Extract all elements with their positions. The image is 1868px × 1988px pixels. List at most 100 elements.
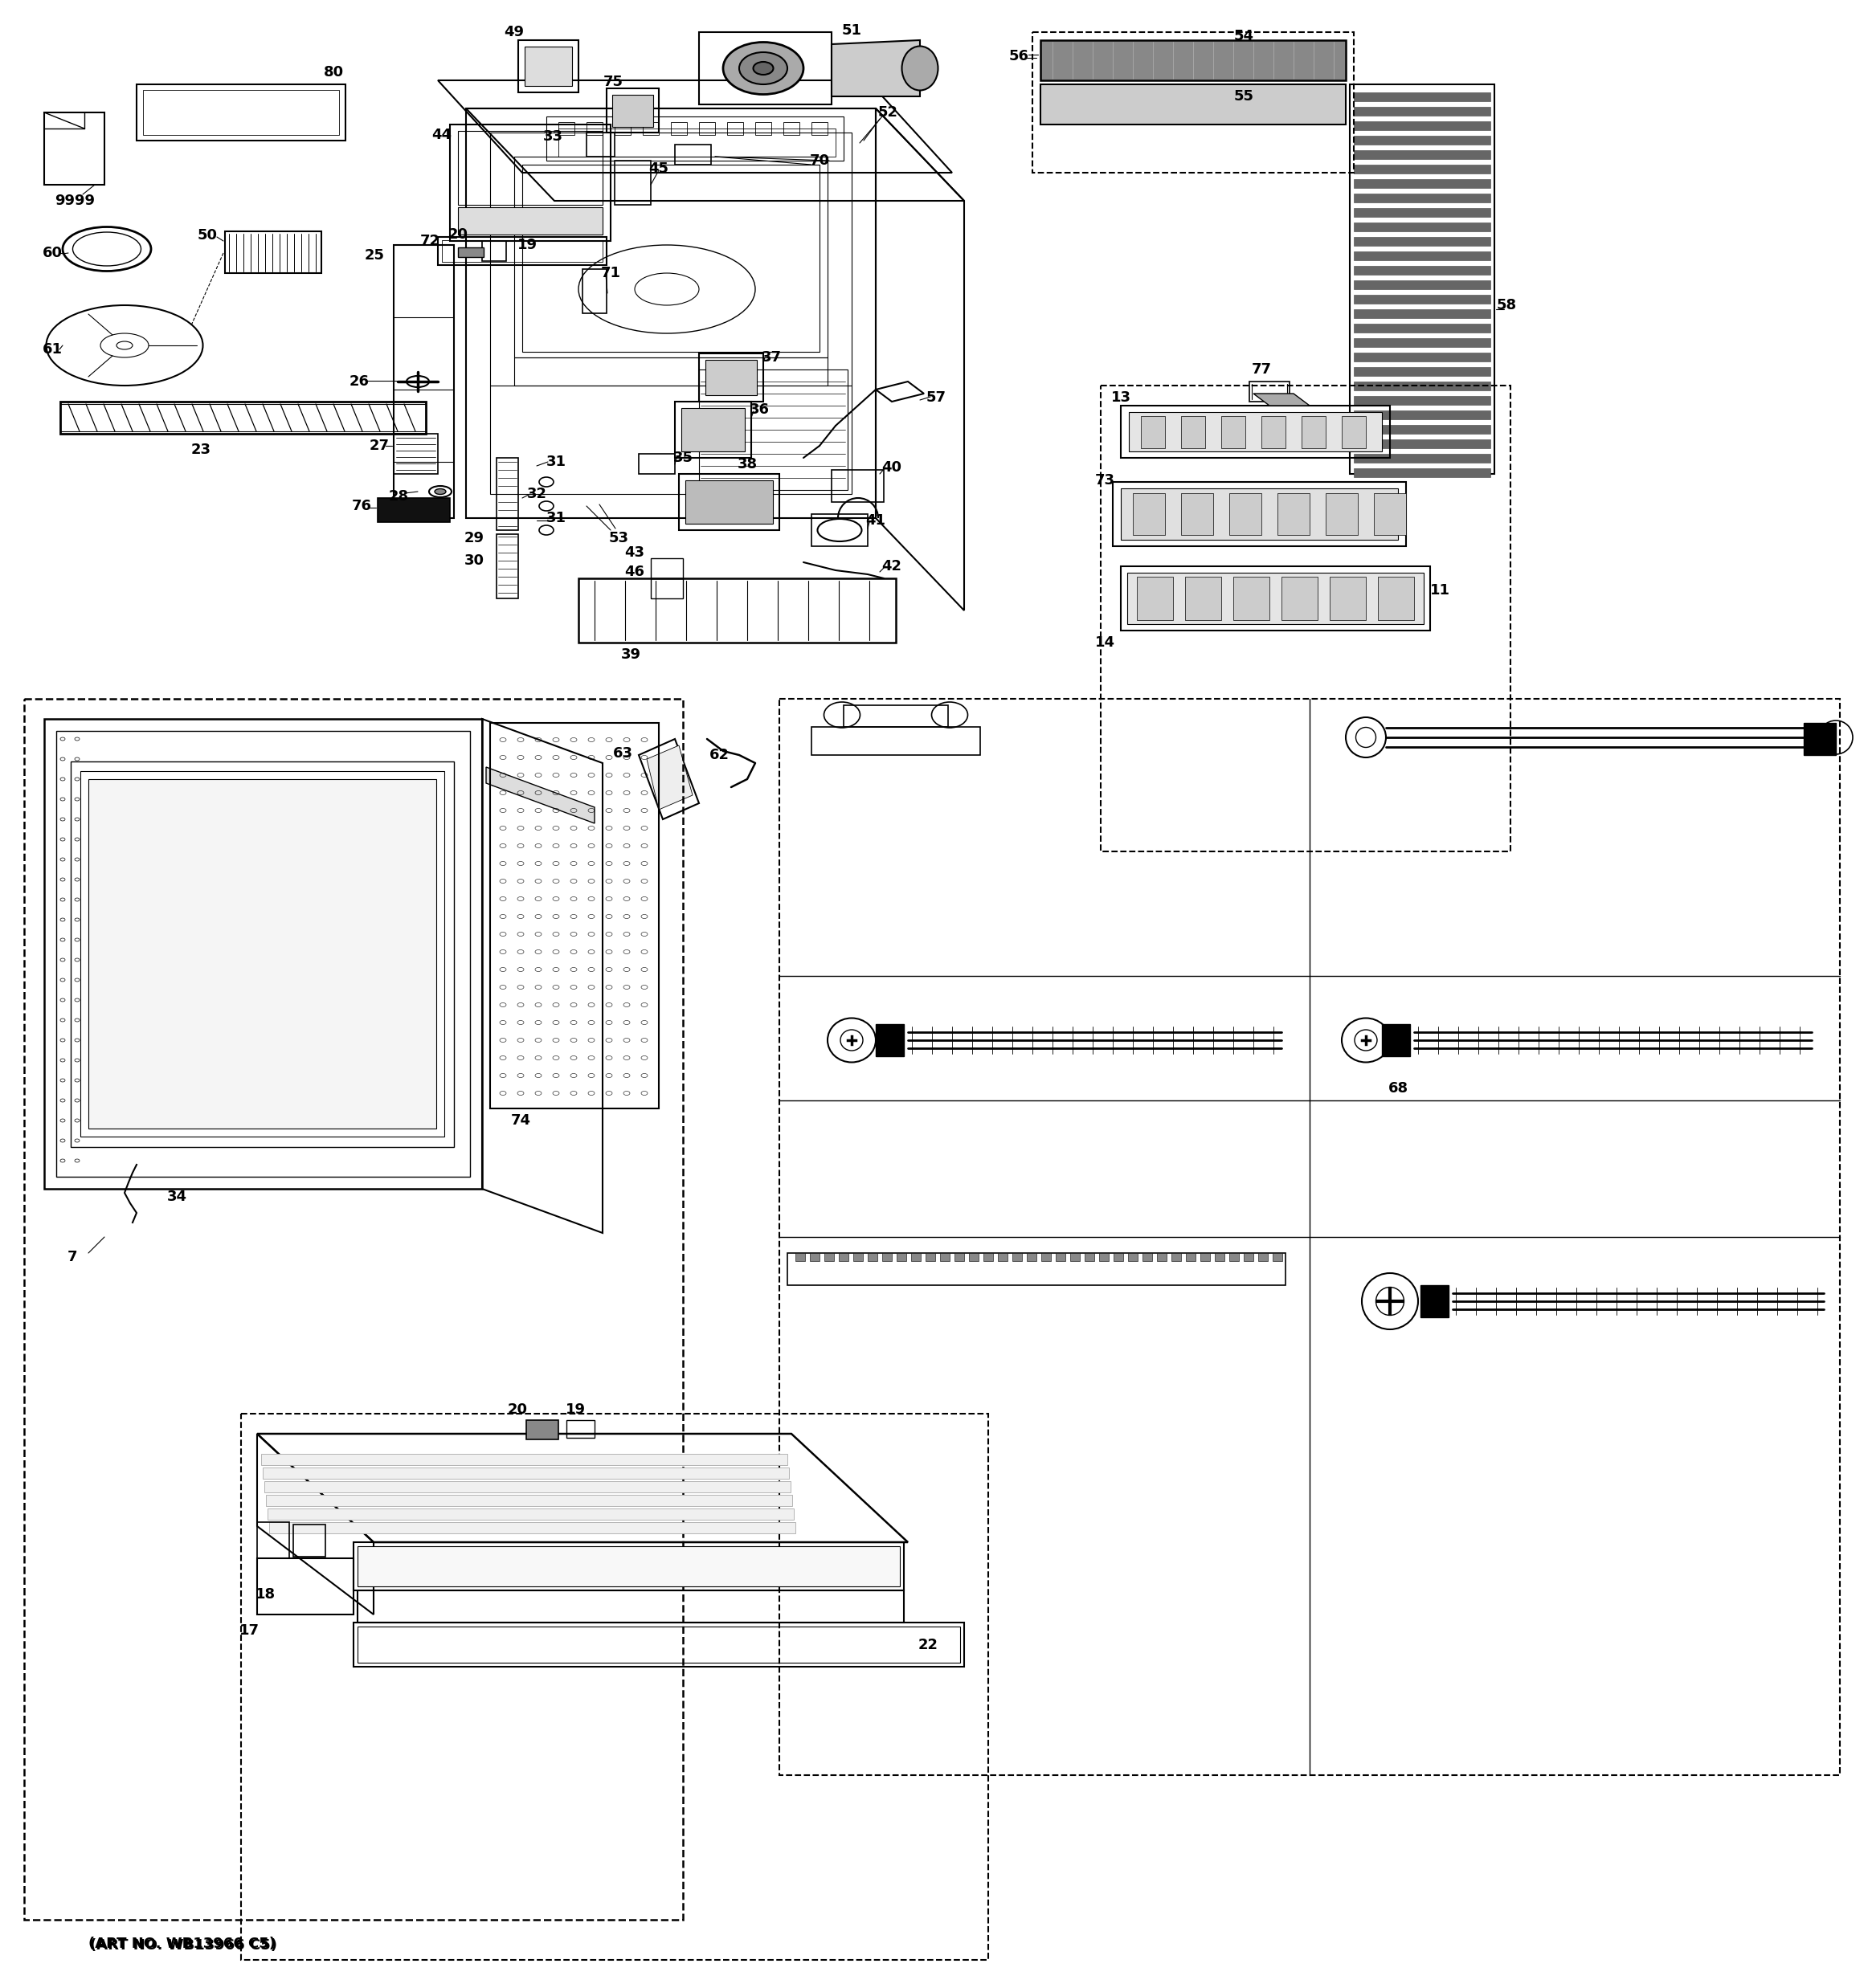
Polygon shape	[88, 779, 437, 1129]
Polygon shape	[265, 1481, 790, 1493]
Polygon shape	[1354, 250, 1491, 260]
Polygon shape	[1354, 338, 1491, 348]
Ellipse shape	[435, 489, 446, 495]
Polygon shape	[869, 1252, 878, 1260]
Text: 33: 33	[544, 129, 562, 143]
Polygon shape	[1128, 412, 1382, 451]
Polygon shape	[1354, 280, 1491, 288]
Text: 13: 13	[1111, 390, 1130, 406]
Polygon shape	[998, 1252, 1007, 1260]
Text: 36: 36	[749, 402, 770, 417]
Text: 77: 77	[1252, 362, 1272, 376]
Text: 34: 34	[166, 1189, 187, 1205]
Text: 51: 51	[842, 24, 861, 38]
Polygon shape	[1354, 121, 1491, 129]
Text: 50: 50	[198, 229, 217, 243]
Polygon shape	[983, 1252, 994, 1260]
Polygon shape	[1354, 223, 1491, 231]
Polygon shape	[831, 40, 919, 95]
Text: 80: 80	[323, 66, 344, 80]
Polygon shape	[1040, 83, 1345, 125]
Text: 46: 46	[624, 565, 644, 579]
Polygon shape	[1253, 394, 1309, 406]
Text: 42: 42	[882, 559, 902, 573]
Polygon shape	[796, 1252, 805, 1260]
Polygon shape	[1373, 493, 1407, 535]
Polygon shape	[1229, 1252, 1238, 1260]
Polygon shape	[1354, 107, 1491, 115]
Polygon shape	[1186, 1252, 1196, 1260]
Text: 31: 31	[545, 455, 566, 469]
Text: (ART NO. WB13966 C5): (ART NO. WB13966 C5)	[90, 1938, 276, 1952]
Polygon shape	[1184, 577, 1222, 620]
Polygon shape	[1330, 577, 1366, 620]
Text: 61: 61	[43, 342, 62, 356]
Polygon shape	[1040, 40, 1345, 80]
Text: 37: 37	[762, 350, 781, 364]
Text: 73: 73	[1095, 473, 1115, 487]
Text: 19: 19	[566, 1402, 585, 1417]
Text: 62: 62	[710, 747, 729, 761]
Polygon shape	[955, 1252, 964, 1260]
Polygon shape	[269, 1523, 796, 1533]
Polygon shape	[1354, 209, 1491, 217]
Text: 22: 22	[917, 1638, 938, 1652]
Polygon shape	[876, 1024, 904, 1056]
Polygon shape	[1113, 1252, 1123, 1260]
Polygon shape	[1181, 493, 1212, 535]
Text: 14: 14	[1095, 636, 1115, 650]
Text: 68: 68	[1388, 1081, 1408, 1095]
Text: 9999: 9999	[54, 193, 95, 209]
Polygon shape	[1141, 415, 1166, 447]
Polygon shape	[1138, 577, 1173, 620]
Polygon shape	[1302, 415, 1326, 447]
Polygon shape	[1156, 1252, 1168, 1260]
Text: 30: 30	[463, 553, 484, 569]
Ellipse shape	[723, 42, 803, 93]
Text: 7: 7	[67, 1250, 77, 1264]
Text: 75: 75	[603, 76, 624, 89]
Text: (ART NO. WB13966 C5): (ART NO. WB13966 C5)	[88, 1936, 276, 1950]
Polygon shape	[527, 1419, 559, 1439]
Polygon shape	[1229, 493, 1261, 535]
Polygon shape	[1121, 489, 1397, 541]
Polygon shape	[1354, 324, 1491, 332]
Text: 29: 29	[463, 531, 484, 545]
Text: 39: 39	[620, 648, 641, 662]
Polygon shape	[1326, 493, 1358, 535]
Polygon shape	[925, 1252, 936, 1260]
Text: 43: 43	[624, 545, 644, 561]
Polygon shape	[1278, 493, 1309, 535]
Ellipse shape	[740, 52, 788, 83]
Text: 38: 38	[738, 457, 757, 471]
Polygon shape	[1354, 368, 1491, 376]
Polygon shape	[262, 1453, 788, 1465]
Text: 72: 72	[420, 235, 439, 248]
Polygon shape	[1354, 410, 1491, 419]
Polygon shape	[1085, 1252, 1095, 1260]
Polygon shape	[1244, 1252, 1253, 1260]
Polygon shape	[1012, 1252, 1022, 1260]
Text: 49: 49	[504, 26, 525, 40]
Text: 27: 27	[370, 439, 389, 453]
Polygon shape	[882, 1252, 891, 1260]
Polygon shape	[458, 207, 603, 235]
Polygon shape	[1354, 266, 1491, 274]
Polygon shape	[912, 1252, 921, 1260]
Polygon shape	[1354, 294, 1491, 304]
Polygon shape	[1354, 469, 1491, 477]
Polygon shape	[1354, 193, 1491, 203]
Text: 18: 18	[256, 1586, 275, 1602]
Text: 45: 45	[648, 161, 669, 175]
Text: 25: 25	[364, 248, 385, 262]
Text: 76: 76	[351, 499, 372, 513]
Polygon shape	[458, 247, 484, 256]
Polygon shape	[897, 1252, 906, 1260]
Polygon shape	[682, 408, 745, 451]
Polygon shape	[1379, 577, 1414, 620]
Polygon shape	[1040, 1252, 1052, 1260]
Text: 57: 57	[927, 390, 945, 406]
Polygon shape	[1354, 151, 1491, 159]
Polygon shape	[839, 1252, 848, 1260]
Polygon shape	[1354, 453, 1491, 463]
